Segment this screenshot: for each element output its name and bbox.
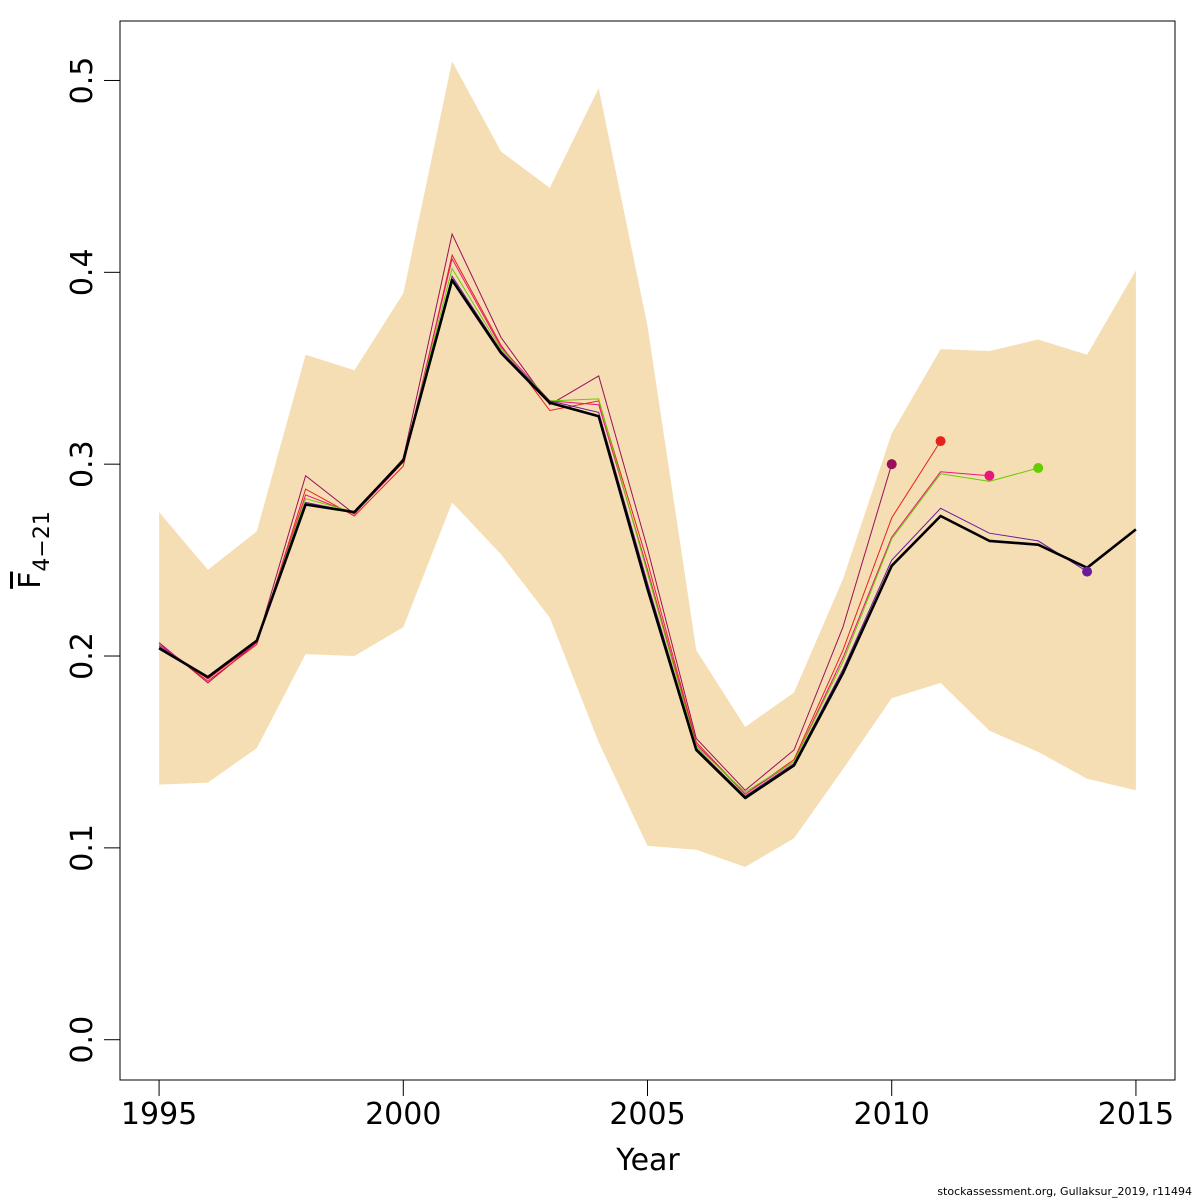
- y-tick-label-4: 0.4: [65, 248, 100, 296]
- y-axis-title: F4−21: [13, 511, 55, 589]
- retro-series-line-2: [158, 253, 942, 795]
- main-series-line: [158, 278, 1137, 800]
- retro-series-endpoint-1: [886, 459, 897, 470]
- x-tick-label-2005: 2005: [609, 1097, 685, 1132]
- x-tick-label-2015: 2015: [1098, 1097, 1174, 1132]
- retro-series-line-1: [158, 232, 893, 791]
- y-tick-label-3: 0.3: [65, 440, 100, 488]
- x-tick-label-2000: 2000: [365, 1097, 441, 1132]
- x-axis: 1995 2000 2005 2010 2015: [121, 1079, 1174, 1132]
- x-axis-title: Year: [615, 1143, 680, 1178]
- confidence-band-layer: [159, 61, 1136, 868]
- y-axis: 0.0 0.1 0.2 0.3 0.4 0.5: [65, 57, 121, 1064]
- endpoint-markers-layer: [886, 436, 1093, 577]
- retro-series-layer: [158, 232, 1088, 797]
- retro-series-endpoint-4: [1033, 463, 1044, 474]
- retro-series-endpoint-2: [935, 436, 946, 447]
- x-tick-label-2010: 2010: [854, 1097, 930, 1132]
- y-tick-label-5: 0.5: [65, 57, 100, 105]
- credit-text: stockassessment.org, Gullaksur_2019, r11…: [937, 1185, 1192, 1198]
- x-tick-label-1995: 1995: [121, 1097, 197, 1132]
- y-tick-label-0: 0.0: [65, 1016, 100, 1064]
- retro-series-endpoint-3: [984, 470, 995, 481]
- retro-series-line-5: [158, 274, 1088, 797]
- retro-series-line-4: [158, 267, 1039, 793]
- main-series-layer: [158, 278, 1137, 800]
- retro-series-line-3: [158, 257, 990, 795]
- y-axis-title-main: F: [13, 572, 48, 589]
- y-axis-title-subscript: 4−21: [30, 511, 55, 571]
- retro-series-endpoint-5: [1082, 566, 1093, 577]
- svg-text:F4−21: F4−21: [13, 511, 55, 589]
- y-tick-label-1: 0.1: [65, 824, 100, 872]
- y-tick-label-2: 0.2: [65, 632, 100, 680]
- confidence-band: [159, 61, 1136, 868]
